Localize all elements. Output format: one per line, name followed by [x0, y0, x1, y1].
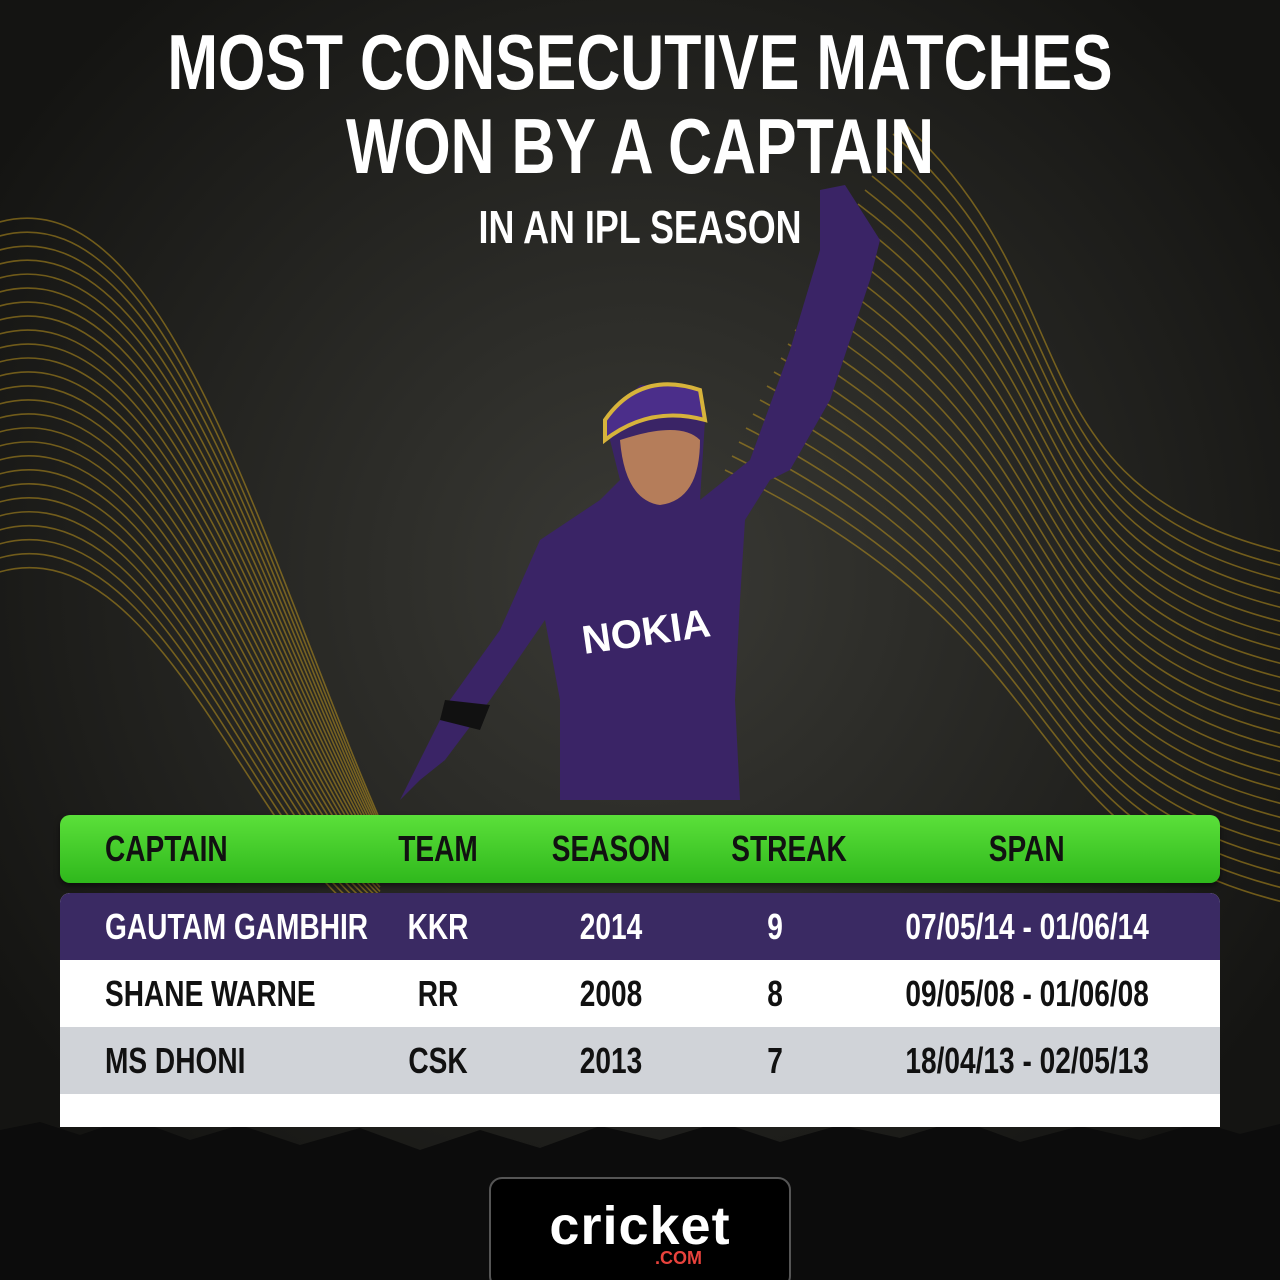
- cell: CSK: [378, 1027, 498, 1095]
- cell-text: MS DHONI: [105, 1040, 246, 1081]
- cell: 18/04/13 - 02/05/13: [847, 1027, 1207, 1095]
- cell-text: SPAN: [989, 828, 1065, 869]
- table-row: GAUTAM GAMBHIR KKR 2014 9 07/05/14 - 01/06/1…: [60, 893, 1220, 960]
- wave: [857, 203, 1280, 636]
- cell: SEASON: [526, 815, 696, 883]
- cell-text: GAUTAM GAMBHIR: [105, 906, 369, 947]
- table-header: CAPTAIN TEAM SEASON STREAK SPAN: [60, 815, 1220, 883]
- wave: [871, 175, 1280, 608]
- title-line: MOST CONSECUTIVE MATCHES: [0, 20, 1280, 104]
- wave: [0, 357, 381, 863]
- cell: 07/05/14 - 01/06/14: [847, 893, 1207, 961]
- wave: [0, 329, 381, 855]
- cell: GAUTAM GAMBHIR: [105, 893, 405, 961]
- wave: [0, 315, 381, 850]
- cell: 9: [715, 893, 835, 961]
- wave: [0, 259, 381, 833]
- wave: [0, 371, 381, 867]
- wave: [899, 119, 1280, 552]
- logo-name: cricket: [549, 1196, 731, 1256]
- cell: CAPTAIN: [105, 815, 405, 883]
- wave: [885, 147, 1280, 580]
- wave: [766, 385, 1280, 818]
- cell: 8: [715, 960, 835, 1028]
- wave: [787, 343, 1280, 776]
- cell-text: 8: [767, 973, 783, 1014]
- wave: [878, 161, 1280, 594]
- wave: [0, 231, 381, 825]
- player: NOKIA: [400, 185, 880, 800]
- wave: [850, 217, 1280, 650]
- table-row: MS DHONI CSK 2013 7 18/04/13 - 02/05/13: [60, 1027, 1220, 1094]
- title-line: WON BY A CAPTAIN: [0, 104, 1280, 188]
- wave: [0, 301, 381, 846]
- wave: [0, 245, 381, 829]
- cell: KKR: [378, 893, 498, 961]
- cell: 2013: [526, 1027, 696, 1095]
- wave: [0, 427, 381, 884]
- cell: SPAN: [847, 815, 1207, 883]
- wave: [773, 371, 1280, 804]
- subtitle: IN AN IPL SEASON: [0, 200, 1280, 254]
- cell-text: 07/05/14 - 01/06/14: [905, 906, 1149, 947]
- wave: [815, 287, 1280, 720]
- cell-text: 2014: [579, 906, 643, 947]
- cell-text: 9: [767, 906, 783, 947]
- cell-text: 18/04/13 - 02/05/13: [905, 1040, 1149, 1081]
- wave: [0, 399, 381, 876]
- wave: [780, 357, 1280, 790]
- wave: [892, 133, 1280, 566]
- title-text: WON BY A CAPTAIN: [345, 102, 935, 190]
- wave: [0, 273, 381, 838]
- wave: [843, 231, 1280, 664]
- cell-text: CSK: [408, 1040, 468, 1081]
- cell: 09/05/08 - 01/06/08: [847, 960, 1207, 1028]
- cell: 2014: [526, 893, 696, 961]
- wave: [0, 343, 381, 859]
- wave: [822, 273, 1280, 706]
- wave: [864, 189, 1280, 622]
- logo-domain: .COM: [655, 1248, 702, 1268]
- cell-text: SEASON: [551, 828, 671, 869]
- wave: [829, 259, 1280, 692]
- table-body: GAUTAM GAMBHIR KKR 2014 9 07/05/14 - 01/06/1…: [60, 893, 1220, 1127]
- cell: STREAK: [715, 815, 846, 883]
- cell-text: RR: [417, 973, 459, 1014]
- cell-text: STREAK: [731, 828, 847, 869]
- wave: [0, 287, 381, 842]
- cell: 2008: [526, 960, 696, 1028]
- cell-text: 09/05/08 - 01/06/08: [905, 973, 1149, 1014]
- cell-text: TEAM: [398, 828, 478, 869]
- wave: [0, 385, 381, 871]
- wave: [0, 441, 381, 888]
- wave: [801, 315, 1280, 748]
- cell: TEAM: [378, 815, 498, 883]
- title-text: MOST CONSECUTIVE MATCHES: [167, 18, 1113, 106]
- wave: [808, 301, 1280, 734]
- wave: [794, 329, 1280, 762]
- subtitle-text: IN AN IPL SEASON: [478, 201, 802, 253]
- cell-text: 2008: [579, 973, 643, 1014]
- cell: SHANE WARNE: [105, 960, 405, 1028]
- table-row: SHANE WARNE RR 2008 8 09/05/08 - 01/06/08: [60, 960, 1220, 1027]
- wave: [0, 413, 381, 880]
- wave: [836, 245, 1280, 678]
- table: CAPTAIN TEAM SEASON STREAK SPAN GAUTAM GAMBHI…: [60, 815, 1220, 1127]
- cell-text: SHANE WARNE: [105, 973, 316, 1014]
- cell-text: KKR: [407, 906, 469, 947]
- cell: RR: [378, 960, 498, 1028]
- wave: [0, 217, 381, 821]
- wave: [759, 399, 1280, 832]
- cell: 7: [715, 1027, 835, 1095]
- cell-text: 2013: [579, 1040, 643, 1081]
- cell-text: CAPTAIN: [105, 828, 228, 869]
- cell: MS DHONI: [105, 1027, 405, 1095]
- cell-text: 7: [767, 1040, 783, 1081]
